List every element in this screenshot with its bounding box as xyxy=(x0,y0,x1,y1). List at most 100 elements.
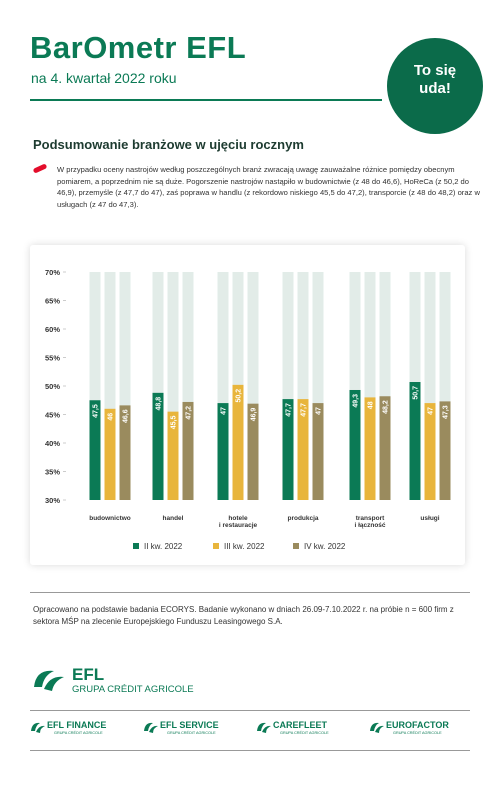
brand-name: EFL FINANCE xyxy=(47,720,107,730)
y-tick-label: 70% xyxy=(45,268,60,277)
bar xyxy=(439,401,451,500)
value-label: 46,6 xyxy=(123,409,130,423)
value-label: 50,2 xyxy=(236,389,243,403)
bar xyxy=(297,399,309,500)
value-label: 47 xyxy=(428,407,435,415)
y-tick-label: 30% xyxy=(45,496,60,505)
bar xyxy=(217,403,229,500)
value-label: 48,8 xyxy=(156,397,163,411)
y-tick-label: 40% xyxy=(45,439,60,448)
brand-name: CAREFLEET xyxy=(273,720,327,730)
bar-track xyxy=(119,272,131,500)
bar xyxy=(349,389,361,500)
x-tick-label: budownictwo xyxy=(89,515,131,522)
subtitle: na 4. kwartał 2022 roku xyxy=(31,70,177,86)
bar xyxy=(152,392,164,500)
bar xyxy=(167,411,179,500)
bar-track xyxy=(424,272,436,500)
value-label: 47,2 xyxy=(186,406,193,420)
value-label: 47,5 xyxy=(93,404,100,418)
value-label: 46,9 xyxy=(251,408,258,422)
bar-track xyxy=(439,272,451,500)
divider xyxy=(30,750,470,751)
value-label: 45,5 xyxy=(171,416,178,430)
value-label: 46 xyxy=(108,413,115,421)
badge-text: To się uda! xyxy=(413,62,457,97)
value-label: 47 xyxy=(316,407,323,415)
bar xyxy=(232,384,244,500)
value-label: 47,3 xyxy=(443,405,450,419)
bar xyxy=(312,403,324,500)
value-label: 49,3 xyxy=(353,394,360,408)
brand-icon xyxy=(31,722,45,733)
badge xyxy=(387,38,483,134)
x-tick-label: usługi xyxy=(420,515,440,522)
bar-track xyxy=(104,272,116,500)
logo-name: EFL xyxy=(72,665,105,684)
brand-icon xyxy=(144,722,158,733)
footer-note: Opracowano na podstawie badania ECORYS. … xyxy=(33,605,454,626)
bar-track xyxy=(312,272,324,500)
brand-name: EUROFACTOR xyxy=(386,720,449,730)
logo-group: GRUPA CRÉDIT AGRICOLE xyxy=(72,684,194,695)
x-tick-label: handel xyxy=(162,515,184,522)
bar-track xyxy=(217,272,229,500)
legend-label: IV kw. 2022 xyxy=(304,542,346,551)
bar xyxy=(282,399,294,500)
brand-group: GRUPA CRÉDIT AGRICOLE xyxy=(393,731,442,735)
title: BarOmetr EFL xyxy=(30,30,247,65)
bar-track xyxy=(364,272,376,500)
bar xyxy=(409,382,421,500)
value-label: 47 xyxy=(221,407,228,415)
value-label: 47,7 xyxy=(301,403,308,417)
brand-group: GRUPA CRÉDIT AGRICOLE xyxy=(167,731,216,735)
legend-label: II kw. 2022 xyxy=(144,542,183,551)
legend-swatch xyxy=(293,543,299,549)
divider xyxy=(30,592,470,593)
section-title: Podsumowanie branżowe w ujęciu rocznym xyxy=(33,137,304,152)
legend-swatch xyxy=(213,543,219,549)
legend-label: III kw. 2022 xyxy=(224,542,265,551)
bar-track xyxy=(89,272,101,500)
bar-track xyxy=(282,272,294,500)
y-tick-label: 60% xyxy=(45,325,60,334)
value-label: 47,7 xyxy=(286,403,293,417)
x-tick-label: transport i łączność xyxy=(354,515,386,529)
brand-name: EFL SERVICE xyxy=(160,720,219,730)
brand-group: GRUPA CRÉDIT AGRICOLE xyxy=(280,731,329,735)
bar xyxy=(89,400,101,500)
bar xyxy=(104,408,116,500)
chart-card: 30% 35% 40% 45% 50% 55% 60% 65% 70% 47,5 48,8 47 47,… xyxy=(30,245,465,565)
y-tick-label: 50% xyxy=(45,382,60,391)
bar-track xyxy=(182,272,194,500)
brand-group: GRUPA CRÉDIT AGRICOLE xyxy=(54,731,103,735)
accent xyxy=(32,163,48,174)
bar-track xyxy=(297,272,309,500)
bar-track xyxy=(379,272,391,500)
bar xyxy=(119,405,131,500)
y-tick-label: 65% xyxy=(45,297,60,306)
brand-icon xyxy=(257,722,271,733)
divider xyxy=(30,710,470,711)
chart: 30% 35% 40% 45% 50% 55% 60% 65% 70% 47,5 48,8 47 47,… xyxy=(45,268,451,551)
divider xyxy=(30,99,382,101)
bar-track xyxy=(247,272,259,500)
brand-icon xyxy=(370,722,384,733)
bar-track xyxy=(349,272,361,500)
y-tick-label: 35% xyxy=(45,468,60,477)
y-tick-label: 45% xyxy=(45,411,60,420)
y-tick-label: 55% xyxy=(45,354,60,363)
x-tick-label: hotele i restauracje xyxy=(218,515,258,529)
logo-icon xyxy=(34,670,64,691)
value-label: 48,2 xyxy=(383,400,390,414)
summary: W przypadku oceny nastrojów według poszc… xyxy=(57,165,480,209)
bar xyxy=(424,403,436,500)
bar xyxy=(379,396,391,500)
value-label: 50,7 xyxy=(413,386,420,400)
bar-track xyxy=(167,272,179,500)
legend-swatch xyxy=(133,543,139,549)
bar xyxy=(247,403,259,500)
bar xyxy=(182,401,194,500)
bar xyxy=(364,397,376,500)
